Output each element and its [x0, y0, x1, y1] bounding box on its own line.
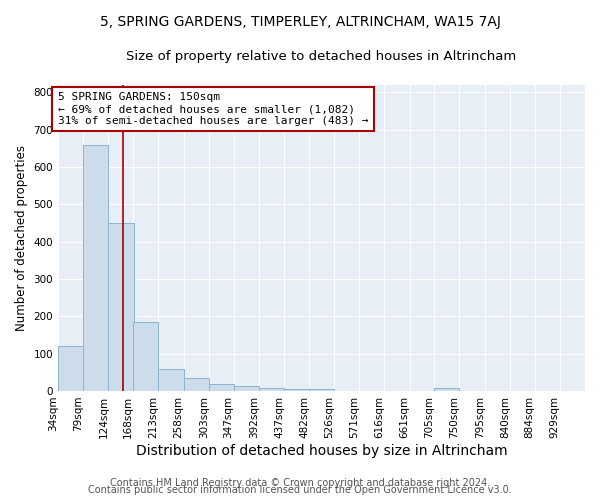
Text: Contains HM Land Registry data © Crown copyright and database right 2024.: Contains HM Land Registry data © Crown c…	[110, 478, 490, 488]
Bar	[83, 144, 109, 391]
Text: 5, SPRING GARDENS, TIMPERLEY, ALTRINCHAM, WA15 7AJ: 5, SPRING GARDENS, TIMPERLEY, ALTRINCHAM…	[100, 15, 500, 29]
Bar	[233, 386, 259, 391]
Bar	[184, 378, 209, 391]
Bar	[434, 388, 460, 391]
Bar	[284, 390, 309, 391]
Text: 5 SPRING GARDENS: 150sqm
← 69% of detached houses are smaller (1,082)
31% of sem: 5 SPRING GARDENS: 150sqm ← 69% of detach…	[58, 92, 368, 126]
Title: Size of property relative to detached houses in Altrincham: Size of property relative to detached ho…	[127, 50, 517, 63]
Text: Contains public sector information licensed under the Open Government Licence v3: Contains public sector information licen…	[88, 485, 512, 495]
Bar	[209, 384, 234, 391]
Bar	[133, 322, 158, 391]
Bar	[158, 370, 184, 391]
Bar	[259, 388, 284, 391]
Y-axis label: Number of detached properties: Number of detached properties	[15, 145, 28, 331]
Bar	[309, 388, 334, 391]
X-axis label: Distribution of detached houses by size in Altrincham: Distribution of detached houses by size …	[136, 444, 508, 458]
Bar	[109, 223, 134, 391]
Bar	[58, 346, 83, 391]
